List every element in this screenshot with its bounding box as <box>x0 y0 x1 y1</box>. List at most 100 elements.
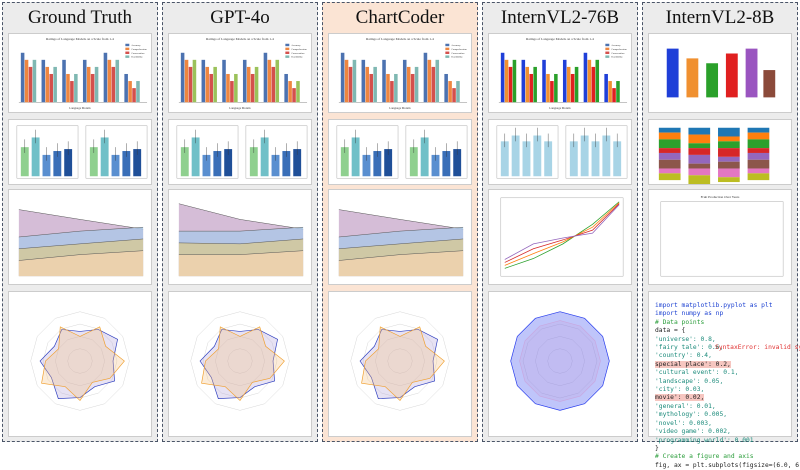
bar <box>62 59 66 103</box>
area-band <box>18 250 144 277</box>
bar <box>192 59 197 103</box>
bar <box>293 149 302 177</box>
bar <box>288 81 292 103</box>
bar <box>41 59 46 103</box>
bar <box>107 59 112 103</box>
line-chart-thumbnail <box>488 189 632 285</box>
legend-label: Comprehension <box>131 48 147 51</box>
series-line <box>178 250 304 255</box>
bar <box>340 147 349 177</box>
bar <box>562 59 567 103</box>
bar <box>94 66 99 103</box>
radar-chart-thumbnail <box>328 291 472 437</box>
series-line <box>178 203 304 230</box>
bar <box>373 151 382 177</box>
stack-segment <box>658 168 681 174</box>
legend-swatch <box>605 47 610 51</box>
bar <box>201 59 206 103</box>
bar <box>508 66 513 103</box>
line-chart-thumbnail <box>328 189 472 285</box>
legend-label: Comprehension <box>291 48 307 51</box>
code-line: 'mythology': 0.005, <box>655 411 728 419</box>
bar <box>583 52 588 103</box>
stack-segment <box>688 175 711 184</box>
series-line <box>18 250 144 261</box>
bar <box>284 73 288 103</box>
stack-segment <box>747 168 770 174</box>
bar <box>180 52 185 103</box>
bar <box>542 59 546 103</box>
bar <box>406 66 411 103</box>
bar <box>616 81 620 103</box>
stack-segment <box>658 127 681 133</box>
legend-label: Conversation <box>451 52 465 55</box>
bar <box>595 59 600 103</box>
column-title: Ground Truth <box>28 7 132 28</box>
column-gpt-4o: GPT-4o Ratings of Language Models on a Sc… <box>162 2 318 442</box>
radar-chart-thumbnail <box>488 291 632 437</box>
series-line <box>178 238 304 245</box>
bar <box>384 149 393 177</box>
bar <box>604 73 608 103</box>
error-bar-chart-thumbnail <box>328 119 472 185</box>
column-internvl2-8b: InternVL2-8B Fruit Production Over Years i… <box>642 2 800 469</box>
bar <box>49 73 53 103</box>
bar <box>64 149 73 177</box>
stack-segment <box>718 148 740 157</box>
bar <box>111 154 120 177</box>
bar <box>254 66 259 103</box>
stack-segment <box>688 154 711 164</box>
column-internvl2-76b: InternVL2-76B Ratings of Language Models … <box>482 2 638 442</box>
x-axis-label: Language Models <box>389 106 411 110</box>
column-chartcoder: ChartCoder Ratings of Language Models on … <box>322 2 478 442</box>
legend-swatch <box>125 55 130 58</box>
bar <box>365 66 370 103</box>
radar-chart-thumbnail <box>8 291 152 437</box>
bar-chart-thumbnail: Ratings of Language Models on a Scale fr… <box>328 33 472 113</box>
bar <box>500 52 505 103</box>
stack-segment <box>747 127 770 133</box>
bar <box>292 88 296 103</box>
radar-series <box>41 326 125 402</box>
legend-swatch <box>285 43 290 47</box>
bar <box>28 66 33 103</box>
bar <box>431 154 440 177</box>
series-line <box>504 202 620 266</box>
bar <box>86 66 91 103</box>
bar <box>763 70 776 98</box>
code-line: special place': 0.2, <box>655 360 731 368</box>
legend-swatch <box>285 55 290 58</box>
bar <box>504 59 509 103</box>
bar <box>431 66 436 103</box>
line-chart-thumbnail: Fruit Production Over Years <box>648 189 792 285</box>
area-band <box>178 250 304 277</box>
bar <box>453 149 462 177</box>
bar <box>282 151 291 177</box>
bar <box>89 147 98 177</box>
bar <box>448 81 452 103</box>
stack-segment <box>718 127 740 137</box>
line-chart-thumbnail <box>168 189 312 285</box>
error-bar-chart-thumbnail <box>8 119 152 185</box>
bar <box>32 59 37 103</box>
code-line: 'universe': 0.8, <box>655 335 716 343</box>
bar <box>222 59 226 103</box>
bar <box>574 66 579 103</box>
code-line: 'cultural event': 0.1, <box>655 369 739 377</box>
bar <box>351 137 360 177</box>
bar <box>230 81 234 103</box>
bar <box>511 135 520 177</box>
bar <box>205 66 210 103</box>
bar <box>136 81 140 103</box>
bar <box>226 73 230 103</box>
bar <box>529 73 533 103</box>
bar <box>382 59 386 103</box>
bar-chart-thumbnail <box>648 33 792 113</box>
stack-segment <box>747 159 770 169</box>
code-line: 'country': 0.4, <box>655 352 712 360</box>
bar <box>613 141 622 177</box>
bar <box>361 59 366 103</box>
error-bar-chart-thumbnail <box>168 119 312 185</box>
bar <box>296 81 300 103</box>
stack-segment <box>747 173 770 181</box>
